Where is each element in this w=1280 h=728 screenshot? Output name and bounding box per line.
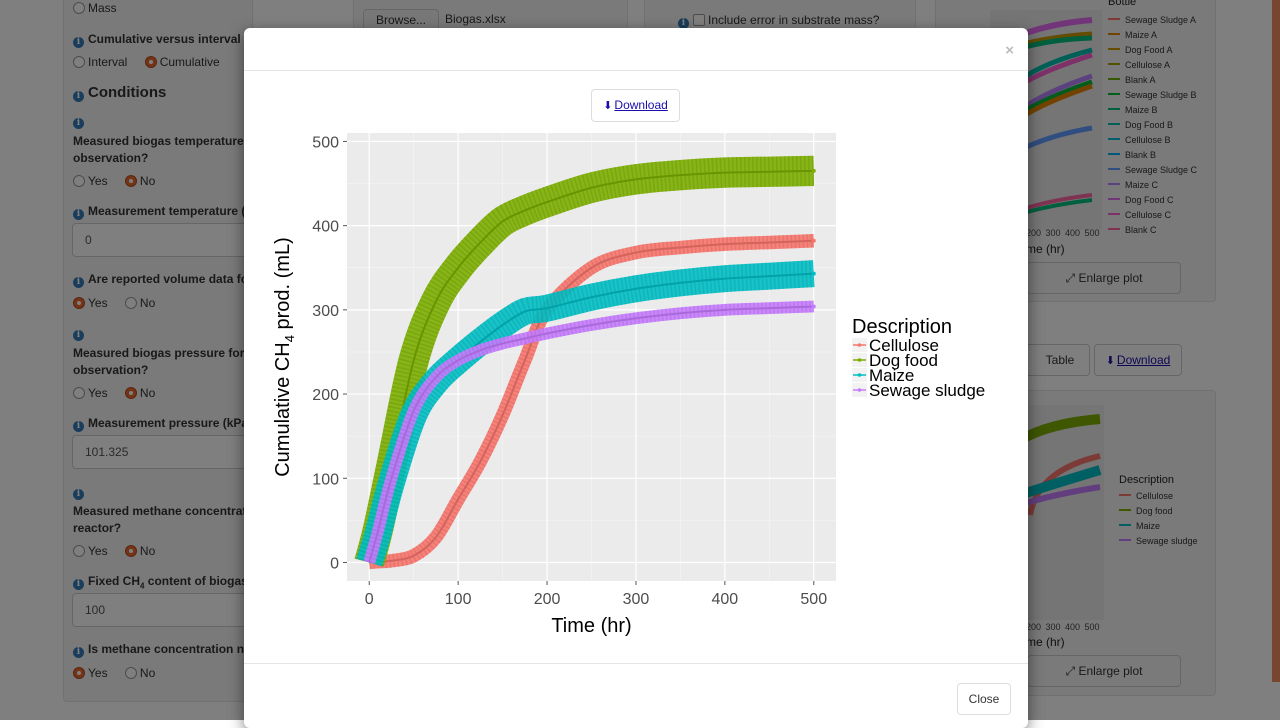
legend-label: Dog food	[869, 351, 938, 370]
legend-item: Sewage sludge	[852, 381, 985, 400]
x-tick-label: 400	[712, 591, 739, 608]
modal-close-button[interactable]: Close	[957, 683, 1011, 715]
close-icon[interactable]: ×	[1005, 42, 1014, 59]
enlarged-plot-modal: × ⬇ Download 0 100 200 300 400 500 0 100 200 300 40…	[244, 28, 1028, 728]
x-tick-label: 0	[365, 591, 374, 608]
series-cellulose	[368, 234, 816, 570]
legend-item: Maize	[852, 366, 914, 385]
modal-download-button[interactable]: ⬇ Download	[591, 89, 680, 122]
legend-label: Cellulose	[869, 336, 939, 355]
x-tick-label: 500	[800, 591, 827, 608]
x-tick-label: 200	[534, 591, 561, 608]
legend-title: Description	[852, 316, 952, 338]
y-tick-label: 0	[330, 555, 339, 572]
modal-footer	[244, 663, 1028, 728]
cumulative-ch4-chart: 0 100 200 300 400 500 0 100 200 300 400 500 Time (hr…	[272, 133, 985, 637]
series-sewage-sludge	[363, 300, 816, 565]
y-axis-label: Cumulative CH4 prod. (mL)	[272, 237, 297, 477]
x-tick-label: 300	[623, 591, 650, 608]
y-tick-label: 300	[312, 303, 339, 320]
download-icon: ⬇	[603, 100, 613, 112]
y-tick-label: 500	[312, 134, 339, 151]
x-axis-label: Time (hr)	[551, 615, 631, 637]
y-tick-label: 200	[312, 387, 339, 404]
x-tick-label: 100	[445, 591, 472, 608]
y-tick-label: 100	[312, 471, 339, 488]
modal-header: ×	[244, 28, 1028, 71]
legend-label: Sewage sludge	[869, 381, 985, 400]
y-tick-label: 400	[312, 219, 339, 236]
legend-item: Cellulose	[852, 336, 939, 355]
legend-item: Dog food	[852, 351, 938, 370]
legend-label: Maize	[869, 366, 914, 385]
